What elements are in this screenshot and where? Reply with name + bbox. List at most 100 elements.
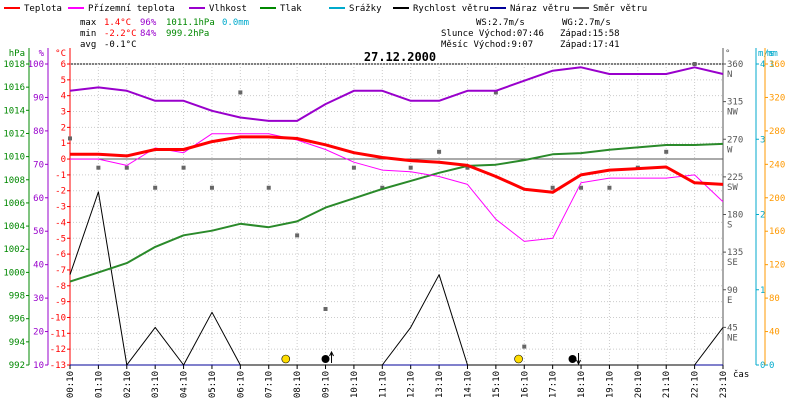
direction-point [153, 185, 158, 190]
series-pressure [69, 142, 724, 283]
wdir-axis-tick-label: 40 [769, 328, 780, 338]
legend-label: Vlhkost [209, 4, 247, 14]
hpa-axis-tick-label: 1008 [3, 176, 25, 186]
x-tick-label: 19:10 [605, 371, 615, 398]
x-tick-label: 15:10 [492, 371, 502, 398]
x-tick-label: 13:10 [435, 371, 445, 398]
x-tick-label: 21:10 [662, 371, 672, 398]
c-axis-tick-label: -13 [50, 361, 66, 371]
wdir-axis-tick-label: 320 [769, 93, 785, 103]
marker-moonset [568, 355, 577, 363]
direction-point [437, 149, 442, 154]
pct-axis-tick-label: 30 [33, 294, 44, 304]
stat-sun-rise: Slunce Východ:07:46 [441, 29, 544, 39]
c-axis-tick-label: -6 [55, 250, 66, 260]
marker-moonrise-arrowhead [329, 350, 334, 357]
wdir-axis-tick-label: 200 [769, 194, 785, 204]
c-axis-tick-label: 3 [61, 108, 66, 118]
legend-label: Tlak [280, 4, 302, 14]
deg-axis-dir-label: NE [727, 333, 738, 343]
x-tick-label: 08:10 [293, 371, 303, 398]
hpa-axis-tick-label: 1000 [3, 268, 25, 278]
hpa-axis-tick-label: 1018 [3, 60, 25, 70]
ms-axis-unit: m/s [758, 49, 774, 59]
series-wind [69, 191, 724, 366]
hpa-axis-tick-label: 1004 [3, 222, 25, 232]
series-humidity [69, 66, 724, 122]
stat-avg-label: avg [80, 40, 96, 50]
x-tick-label: 22:10 [691, 371, 701, 398]
deg-axis-tick-label: 180 [727, 211, 743, 221]
pct-axis-tick-label: 70 [33, 160, 44, 170]
c-axis-tick-label: -4 [55, 218, 66, 228]
pct-axis-tick-label: 90 [33, 93, 44, 103]
stat-max-press: 1011.1hPa [166, 18, 215, 28]
x-tick-label: 01:10 [94, 371, 104, 398]
wdir-axis-tick-label: 360 [769, 60, 785, 70]
c-axis-tick-label: 2 [61, 123, 66, 133]
direction-point [323, 306, 328, 311]
x-tick-label: 20:10 [634, 371, 644, 398]
direction-point [351, 165, 356, 170]
deg-axis-tick-label: 270 [727, 135, 743, 145]
series-layer [68, 62, 724, 366]
deg-axis-dir-label: W [727, 145, 733, 155]
hpa-axis-tick-label: 1012 [3, 129, 25, 139]
c-axis-tick-label: -11 [50, 329, 66, 339]
deg-axis-tick-label: 45 [727, 323, 738, 333]
legend-label: Teplota [24, 4, 62, 14]
ms-axis-tick-label: 3 [760, 135, 765, 145]
mm-axis-unit: mm [767, 49, 778, 59]
hpa-axis-tick-label: 994 [9, 338, 25, 348]
mm-axis-tick-label: 0 [769, 361, 774, 371]
direction-point [380, 185, 385, 190]
c-axis-unit: °C [55, 49, 66, 59]
ms-axis-tick-label: 4 [760, 60, 765, 70]
hpa-axis-tick-label: 1010 [3, 153, 25, 163]
chart-title: 27.12.2000 [364, 50, 436, 64]
stat-min-label: min [80, 29, 96, 39]
hpa-axis-tick-label: 1002 [3, 245, 25, 255]
direction-point [181, 165, 186, 170]
c-axis-tick-label: -3 [55, 203, 66, 213]
hpa-axis-unit: hPa [9, 49, 25, 59]
stat-moon-set: Západ:17:41 [560, 40, 620, 50]
hpa-axis-tick-label: 1006 [3, 199, 25, 209]
deg-axis-dir-label: S [727, 221, 732, 231]
direction-point [266, 185, 271, 190]
x-tick-label: 00:10 [66, 371, 76, 398]
deg-axis-dir-label: N [727, 70, 732, 80]
direction-point [124, 165, 129, 170]
direction-point [493, 90, 498, 95]
deg-axis-tick-label: 360 [727, 60, 743, 70]
c-axis-tick-label: -9 [55, 298, 66, 308]
ms-axis-tick-label: 1 [760, 286, 765, 296]
direction-point [664, 149, 669, 154]
c-axis-tick-label: 6 [61, 60, 66, 70]
deg-axis-tick-label: 225 [727, 173, 743, 183]
stat-avg-temp: -0.1°C [104, 40, 137, 50]
direction-point [238, 90, 243, 95]
series-line-temp [70, 135, 724, 194]
deg-axis-tick-label: 90 [727, 286, 738, 296]
deg-axis-dir-label: SE [727, 258, 738, 268]
x-tick-label: 10:10 [350, 371, 360, 398]
pct-axis-tick-label: 20 [33, 328, 44, 338]
stat-moon-rise: Měsíc Východ:9:07 [441, 40, 533, 50]
stat-wind-gust: WG:2.7m/s [562, 18, 611, 28]
x-tick-label: 02:10 [123, 371, 133, 398]
c-axis-tick-label: 4 [61, 92, 66, 102]
series-line-pressure [69, 142, 724, 283]
deg-axis-tick-label: 315 [727, 98, 743, 108]
x-tick-label: 23:10 [719, 371, 729, 398]
stat-min-hum: 84% [140, 29, 157, 39]
pct-axis-tick-label: 80 [33, 127, 44, 137]
deg-axis-dir-label: E [727, 296, 732, 306]
stat-max-hum: 96% [140, 18, 157, 28]
direction-point [408, 165, 413, 170]
marker-sunset [514, 354, 523, 364]
hpa-axis-tick-label: 1014 [3, 106, 25, 116]
x-tick-label: 04:10 [180, 371, 190, 398]
series-direction [68, 62, 697, 349]
pct-axis-tick-label: 10 [33, 361, 44, 371]
